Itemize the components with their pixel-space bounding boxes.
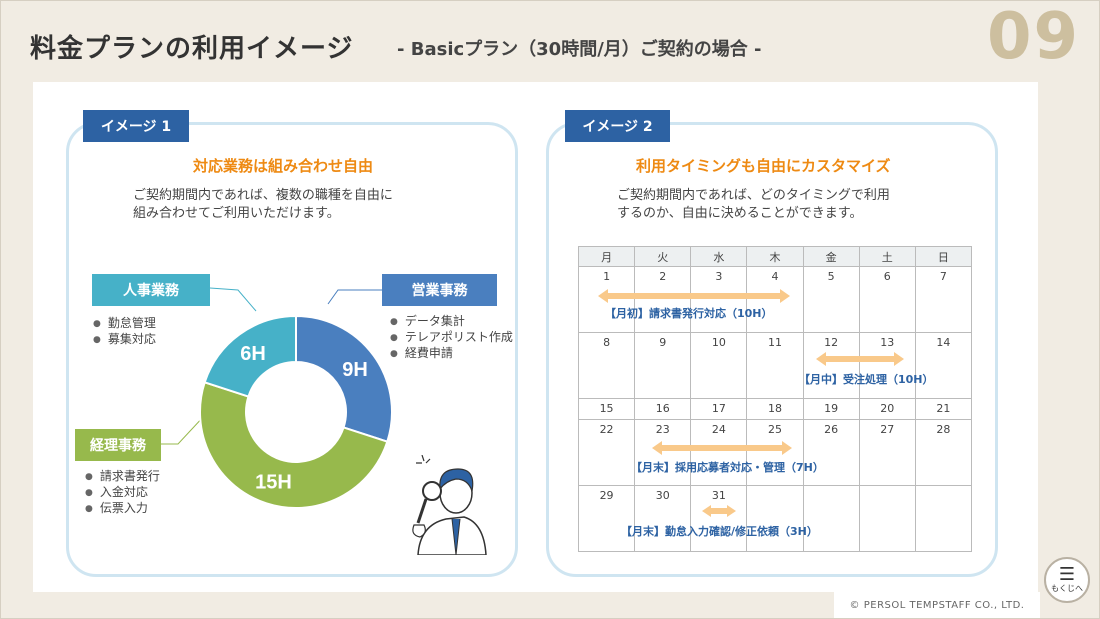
image1-tag: イメージ 1 <box>83 110 189 142</box>
event-arrow-4 <box>702 505 736 517</box>
bullet-item: 募集対応 <box>93 332 156 348</box>
calendar-day: 25 <box>746 418 804 440</box>
bullet-item: テレアポリスト作成 <box>390 330 513 346</box>
weekday-fri: 金 <box>802 246 860 267</box>
page-number: 09 <box>986 0 1080 74</box>
calendar-day: 13 <box>858 332 916 354</box>
label-hr: 人事業務 <box>92 274 210 306</box>
weekday-wed: 水 <box>690 246 748 267</box>
calendar-day: 15 <box>577 398 636 420</box>
donut-slice-営業事務 <box>295 314 393 443</box>
calendar-day: 22 <box>577 418 636 440</box>
calendar-day: 19 <box>802 398 860 420</box>
label-accounting: 経理事務 <box>75 429 161 461</box>
bullet-item: 勤怠管理 <box>93 316 156 332</box>
bullet-item: 入金対応 <box>85 485 160 501</box>
event-label-1: 【月初】請求書発行対応（10H） <box>605 307 773 320</box>
event-arrow-2 <box>816 352 904 366</box>
donut-label: 9H <box>342 359 368 381</box>
page-subtitle: - Basicプラン（30時間/月）ご契約の場合 - <box>397 39 762 60</box>
calendar-day: 18 <box>746 398 804 420</box>
calendar-day: 17 <box>690 398 748 420</box>
copyright-text: © PERSOL TEMPSTAFF CO., LTD. <box>834 592 1040 618</box>
calendar-day: 27 <box>858 418 916 440</box>
donut-slice-経理事務 <box>199 381 389 509</box>
image2-tag: イメージ 2 <box>565 110 670 142</box>
calendar-day: 30 <box>634 484 692 506</box>
event-label-2: 【月中】受注処理（10H） <box>799 373 934 386</box>
event-arrow-3 <box>652 441 792 455</box>
bullet-item: データ集計 <box>390 314 513 330</box>
image1-heading: 対応業務は組み合わせ自由 <box>193 157 374 175</box>
calendar-day: 16 <box>634 398 692 420</box>
calendar-day: 7 <box>914 266 973 288</box>
donut-label: 6H <box>240 343 266 365</box>
menu-icon: ☰ <box>1058 563 1076 585</box>
table-of-contents-button[interactable]: ☰ もくじへ <box>1044 557 1090 603</box>
calendar-day: 21 <box>914 398 973 420</box>
donut-label: 15H <box>255 471 292 493</box>
calendar-day: 20 <box>858 398 916 420</box>
calendar-day: 14 <box>914 332 973 354</box>
bullet-item: 経費申請 <box>390 346 513 362</box>
label-sales: 営業事務 <box>382 274 497 306</box>
calendar-day <box>914 484 973 506</box>
calendar-week-row: 29 30 31 <box>577 484 973 506</box>
hours-donut-chart: 9H 15H 6H <box>199 314 393 509</box>
event-label-4: 【月末】勤怠入力確認/修正依頼（3H） <box>621 525 818 538</box>
calendar-week-row: 15 16 17 18 19 20 21 <box>577 398 973 420</box>
calendar-week-body <box>577 505 973 552</box>
person-magnifier-illustration <box>412 455 487 555</box>
calendar-weekday-row: 月 火 水 木 金 土 日 <box>577 246 973 267</box>
connector-hr <box>209 287 257 312</box>
weekday-mon: 月 <box>577 246 636 267</box>
image2-heading: 利用タイミングも自由にカスタマイズ <box>636 157 891 175</box>
weekday-tue: 火 <box>634 246 692 267</box>
menu-button-label: もくじへ <box>1051 583 1083 593</box>
calendar-week-row: 22 23 24 25 26 27 28 <box>577 418 973 440</box>
bullet-item: 請求書発行 <box>85 469 160 485</box>
weekday-sat: 土 <box>858 246 916 267</box>
connector-accounting <box>160 414 206 445</box>
image1-description: ご契約期間内であれば、複数の職種を自由に 組み合わせてご利用いただけます。 <box>133 188 393 221</box>
calendar-week-body <box>577 287 973 334</box>
calendar-day: 24 <box>690 418 748 440</box>
event-arrow-1 <box>598 289 790 303</box>
weekday-sun: 日 <box>914 246 973 267</box>
connector-sales <box>327 289 382 305</box>
bullet-item: 伝票入力 <box>85 501 160 517</box>
bullets-accounting: 請求書発行 入金対応 伝票入力 <box>85 469 160 517</box>
image2-description: ご契約期間内であれば、どのタイミングで利用 するのか、自由に決めることができます… <box>617 188 890 221</box>
calendar-day: 23 <box>634 418 692 440</box>
weekday-thu: 木 <box>746 246 804 267</box>
donut-slice-人事業務 <box>203 314 297 398</box>
bullets-sales: データ集計 テレアポリスト作成 経費申請 <box>390 314 513 362</box>
calendar-day: 11 <box>746 332 804 354</box>
calendar-day: 28 <box>914 418 973 440</box>
page-title: 料金プランの利用イメージ <box>30 34 354 64</box>
bullets-hr: 勤怠管理 募集対応 <box>93 316 156 348</box>
calendar-week-row: 8 9 10 11 12 13 14 <box>577 332 973 354</box>
event-label-3: 【月末】採用応募者対応・管理（7H） <box>631 461 824 474</box>
